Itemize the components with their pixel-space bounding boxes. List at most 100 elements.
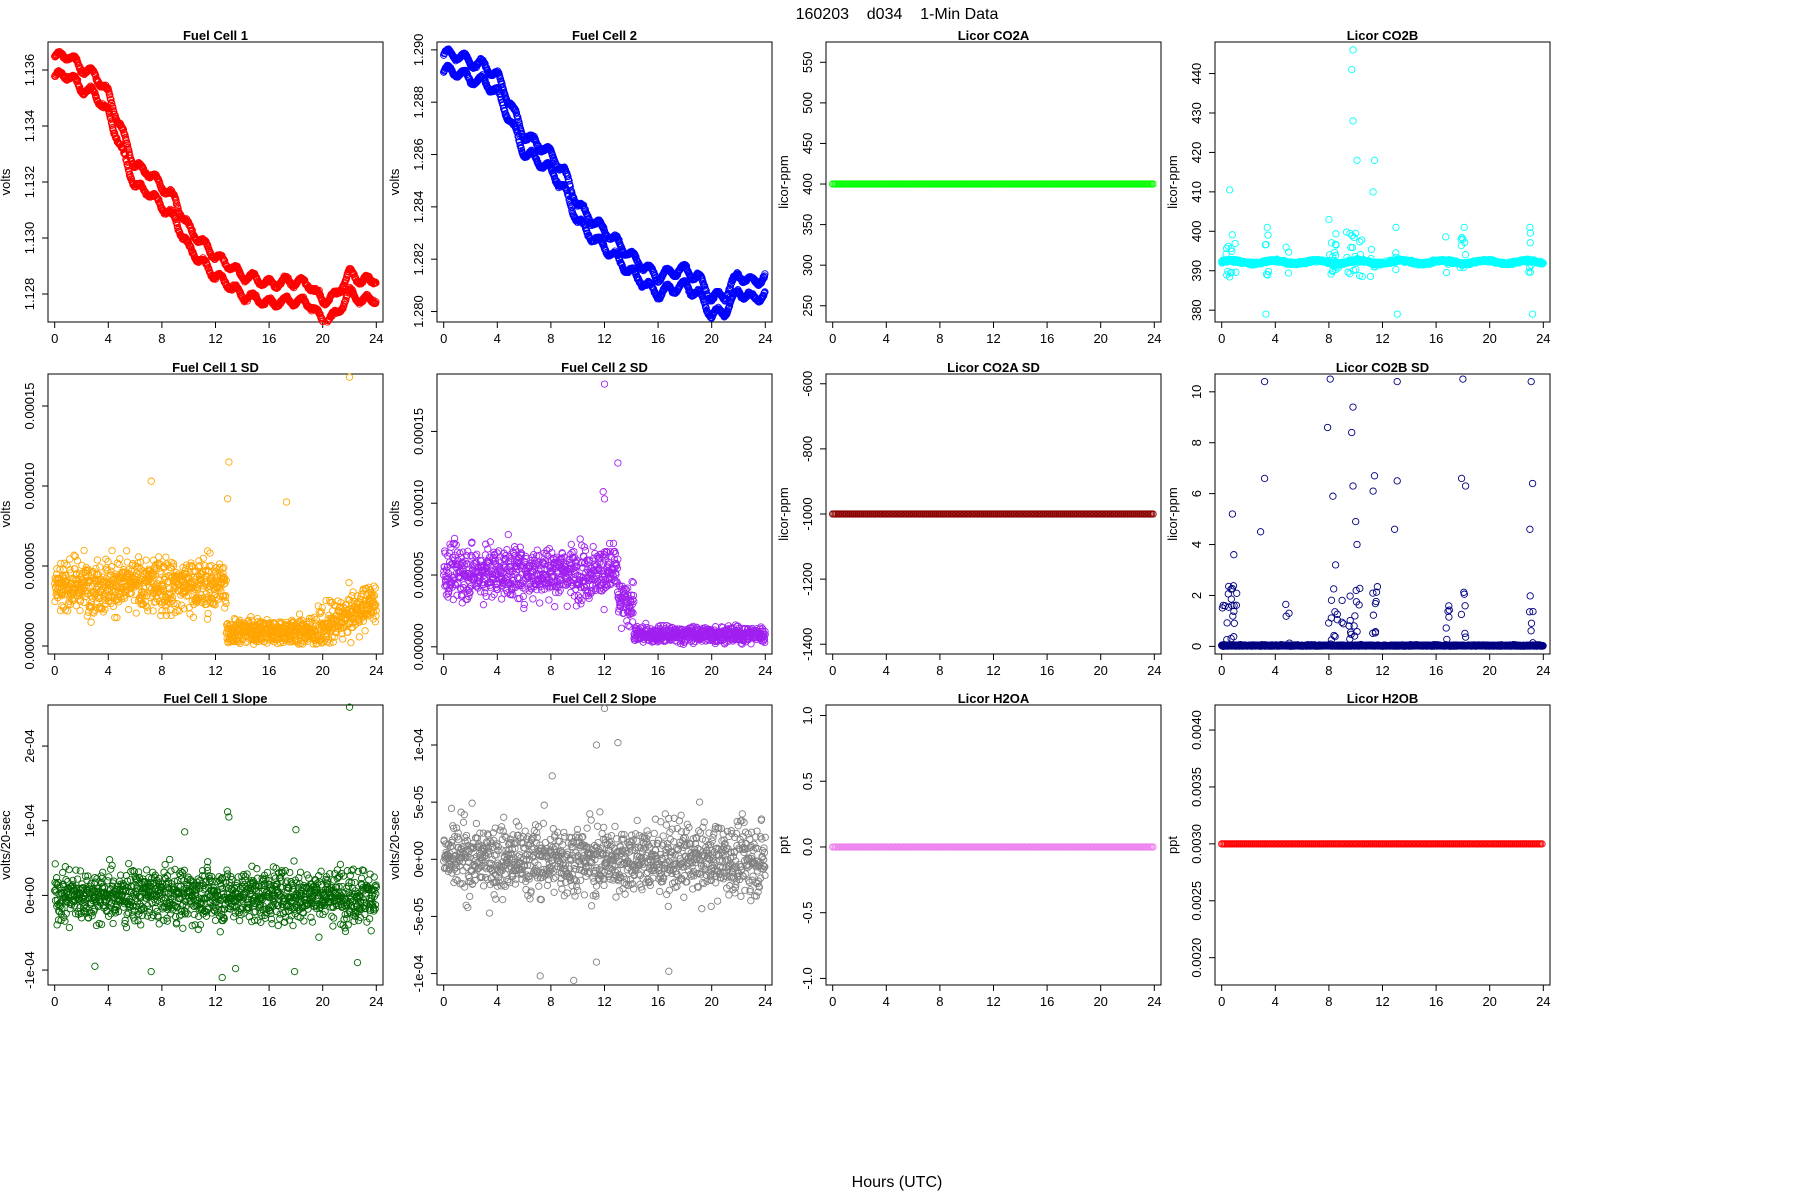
- panel-title: Licor CO2A: [958, 28, 1030, 43]
- x-tick-label: 20: [1093, 331, 1107, 346]
- data-point: [188, 226, 196, 234]
- data-point: [174, 204, 182, 213]
- data-point: [1353, 156, 1361, 164]
- x-tick-label: 24: [369, 331, 383, 346]
- data-point: [172, 196, 180, 205]
- y-tick-label: 1.134: [22, 110, 37, 143]
- y-tick-label: 390: [1189, 260, 1204, 282]
- data-point: [110, 107, 118, 116]
- data-point: [1350, 233, 1358, 242]
- data-point: [1231, 239, 1239, 248]
- data-point: [1226, 186, 1234, 194]
- data-point: [121, 150, 129, 158]
- data-point: [1262, 310, 1270, 318]
- data-point: [1461, 251, 1470, 259]
- data-point: [1348, 65, 1356, 74]
- y-tick-label: 1.128: [22, 278, 37, 311]
- panel-title: Fuel Cell 1 SD: [172, 360, 259, 375]
- data-point: [1528, 310, 1537, 318]
- x-tick-label: 24: [1536, 331, 1550, 346]
- y-tick-label: 0.00000: [22, 623, 37, 670]
- x-tick-label: 24: [369, 663, 383, 678]
- data-point: [123, 141, 132, 149]
- data-point: [201, 256, 210, 265]
- x-tick-label: 12: [597, 331, 611, 346]
- x-tick-label: 20: [704, 331, 718, 346]
- data-point: [1264, 231, 1272, 239]
- y-tick-label: 420: [1189, 142, 1204, 164]
- x-tick-label: 0: [1218, 331, 1225, 346]
- data-point: [1442, 233, 1450, 241]
- data-points: [440, 45, 769, 322]
- y-tick-label: 1.130: [22, 222, 37, 255]
- y-tick-label: 250: [800, 295, 815, 317]
- x-tick-label: 12: [208, 331, 222, 346]
- panels: Fuel Cell 1 volts 0 4 8 12 16 20 24 1.128 1.130 1.1…: [0, 28, 1551, 1009]
- panel-title: Fuel Cell 2: [572, 28, 637, 43]
- x-tick-label: 4: [883, 331, 890, 346]
- data-point: [243, 297, 251, 305]
- x-tick-label: 12: [208, 663, 222, 678]
- y-tick-label: 410: [1189, 181, 1204, 203]
- data-point: [119, 125, 128, 134]
- data-point: [1356, 238, 1364, 246]
- x-tick-label: 0: [829, 331, 836, 346]
- data-point: [1392, 223, 1400, 232]
- y-axis-label: volts: [0, 168, 13, 195]
- data-points: [51, 47, 380, 326]
- panel-title: Fuel Cell 1: [183, 28, 248, 43]
- y-tick-label: 1.280: [411, 295, 426, 328]
- x-tick-label: 8: [1325, 331, 1332, 346]
- y-axis-label: volts: [0, 500, 13, 527]
- x-tick-label: 24: [758, 331, 772, 346]
- y-tick-label: 500: [800, 92, 815, 114]
- data-point: [1369, 188, 1377, 196]
- plot-frame: [1214, 41, 1551, 323]
- y-tick-label: 1.286: [411, 138, 426, 171]
- data-point: [108, 99, 116, 108]
- x-tick-label: 16: [262, 331, 276, 346]
- x-tick-label: 4: [1272, 331, 1279, 346]
- y-tick-label: 450: [800, 133, 815, 155]
- y-axis-label: licor-ppm: [776, 155, 791, 208]
- y-tick-label: 400: [1189, 220, 1204, 242]
- data-point: [1370, 156, 1379, 164]
- y-tick-label: 300: [800, 254, 815, 276]
- data-point: [1442, 268, 1451, 277]
- data-points: [829, 180, 1157, 188]
- data-point: [1393, 310, 1401, 318]
- data-point: [203, 261, 212, 269]
- data-point: [1332, 230, 1340, 238]
- y-tick-label: 0.00005: [22, 543, 37, 590]
- y-axis-label: licor-ppm: [1165, 155, 1180, 208]
- y-tick-label: 1.290: [411, 34, 426, 67]
- data-point: [76, 606, 84, 615]
- x-tick-label: 24: [1147, 331, 1161, 346]
- x-tick-label: 20: [315, 331, 329, 346]
- y-tick-label: 1.132: [22, 166, 37, 199]
- data-point: [1263, 223, 1271, 232]
- y-tick-label: 440: [1189, 63, 1204, 85]
- data-point: [1392, 265, 1400, 274]
- y-tick-label: 1.288: [411, 86, 426, 119]
- data-point: [1228, 231, 1236, 239]
- x-tick-label: 0: [440, 331, 447, 346]
- data-point: [1392, 249, 1400, 257]
- y-tick-label: 400: [800, 173, 815, 195]
- y-axis-label: volts: [387, 168, 402, 195]
- x-tick-label: 16: [1040, 331, 1054, 346]
- y-tick-label: 350: [800, 214, 815, 236]
- y-tick-label: 0.00015: [22, 383, 37, 430]
- data-point: [1460, 223, 1468, 232]
- data-point: [73, 76, 82, 84]
- x-tick-label: 12: [1375, 331, 1389, 346]
- y-tick-label: 1.282: [411, 243, 426, 276]
- x-tick-label: 12: [986, 331, 1000, 346]
- x-tick-label: 0: [51, 331, 58, 346]
- x-tick-label: 16: [651, 331, 665, 346]
